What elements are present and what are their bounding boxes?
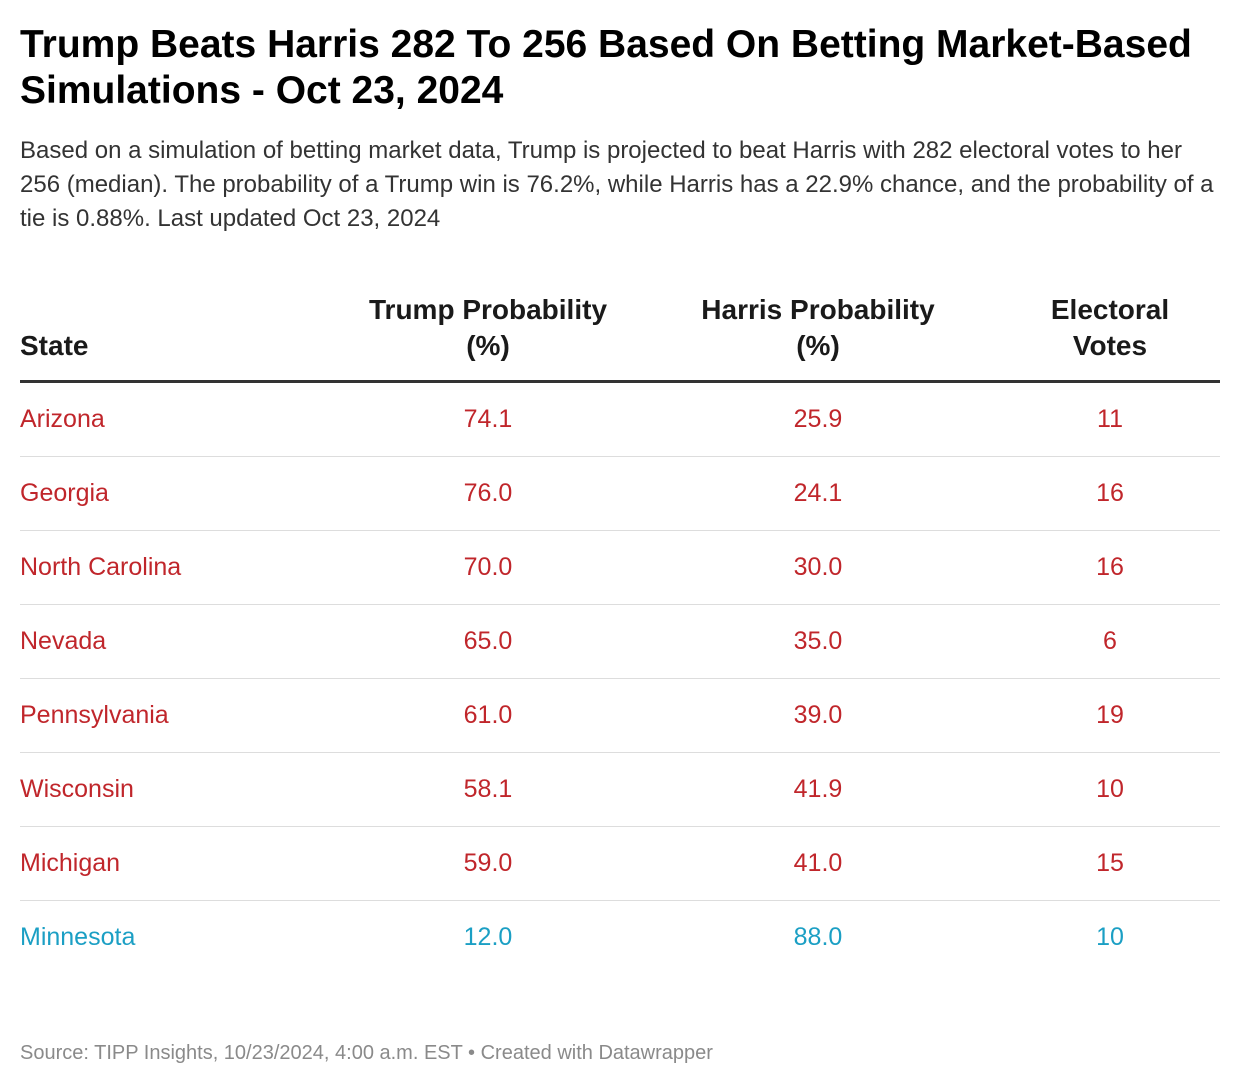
column-header-trump-probability-unit: (%): [466, 330, 510, 361]
table-row: Wisconsin 58.1 41.9 10: [20, 752, 1220, 827]
cell-harris-probability: 35.0: [636, 604, 1000, 679]
cell-harris-probability: 25.9: [636, 381, 1000, 457]
cell-harris-probability: 41.0: [636, 826, 1000, 901]
cell-trump-probability: 65.0: [340, 604, 636, 679]
table-row: Michigan 59.0 41.0 15: [20, 826, 1220, 901]
cell-electoral-votes: 15: [1000, 826, 1220, 901]
cell-harris-probability: 41.9: [636, 752, 1000, 827]
table-row: Pennsylvania 61.0 39.0 19: [20, 678, 1220, 753]
cell-harris-probability: 30.0: [636, 530, 1000, 605]
column-header-electoral-votes-line1: Electoral: [1050, 294, 1170, 325]
cell-state: Michigan: [20, 826, 340, 901]
column-header-trump-probability-label: Trump Probability: [368, 294, 608, 325]
cell-state: Minnesota: [20, 923, 136, 951]
column-header-harris-probability-label: Harris Probability: [701, 294, 935, 325]
cell-electoral-votes: 10: [1096, 923, 1124, 951]
cell-state: Wisconsin: [20, 752, 340, 827]
chart-title: Trump Beats Harris 282 To 256 Based On B…: [20, 23, 1192, 112]
column-header-harris-probability-unit: (%): [796, 330, 840, 361]
cell-state: North Carolina: [20, 530, 340, 605]
cell-electoral-votes: 11: [1000, 381, 1220, 457]
cell-trump-probability: 74.1: [340, 381, 636, 457]
chart-subtitle: Based on a simulation of betting market …: [20, 137, 1214, 232]
cell-harris-probability: 24.1: [636, 456, 1000, 531]
table-header-row: State Trump Probability (%) Harris Proba…: [20, 292, 1220, 383]
cell-state: Arizona: [20, 381, 340, 457]
table-row: Nevada 65.0 35.0 6: [20, 604, 1220, 679]
table-row: Arizona 74.1 25.9 11: [20, 381, 1220, 457]
cell-electoral-votes: 16: [1000, 530, 1220, 605]
column-header-state[interactable]: State: [20, 292, 340, 383]
cell-electoral-votes: 16: [1000, 456, 1220, 531]
chart-container: Trump Beats Harris 282 To 256 Based On B…: [20, 22, 1220, 1064]
table-row: Minnesota 12.0 88.0 10: [20, 901, 1220, 975]
table-row: North Carolina 70.0 30.0 16: [20, 530, 1220, 605]
cell-state: Georgia: [20, 456, 340, 531]
cell-electoral-votes: 10: [1000, 752, 1220, 827]
cell-electoral-votes: 6: [1000, 604, 1220, 679]
column-header-electoral-votes-line2: Votes: [1072, 330, 1148, 361]
cell-harris-probability: 39.0: [636, 678, 1000, 753]
cell-trump-probability: 12.0: [463, 923, 513, 951]
table-body: Arizona 74.1 25.9 11 Georgia 76.0 24.1 16 North …: [20, 381, 1220, 975]
results-table: State Trump Probability (%) Harris Proba…: [20, 292, 1220, 974]
cell-trump-probability: 61.0: [340, 678, 636, 753]
cell-trump-probability: 70.0: [340, 530, 636, 605]
column-header-harris-probability[interactable]: Harris Probability (%): [636, 292, 1000, 383]
cell-harris-probability: 88.0: [793, 923, 843, 951]
cell-state: Nevada: [20, 604, 340, 679]
cell-trump-probability: 76.0: [340, 456, 636, 531]
column-header-electoral-votes[interactable]: Electoral Votes: [1000, 292, 1220, 383]
cell-state: Pennsylvania: [20, 678, 340, 753]
cell-trump-probability: 58.1: [340, 752, 636, 827]
cell-trump-probability: 59.0: [340, 826, 636, 901]
column-header-trump-probability[interactable]: Trump Probability (%): [340, 292, 636, 383]
table-row: Georgia 76.0 24.1 16: [20, 456, 1220, 531]
source-note: Source: TIPP Insights, 10/23/2024, 4:00 …: [20, 1042, 713, 1064]
cell-electoral-votes: 19: [1000, 678, 1220, 753]
